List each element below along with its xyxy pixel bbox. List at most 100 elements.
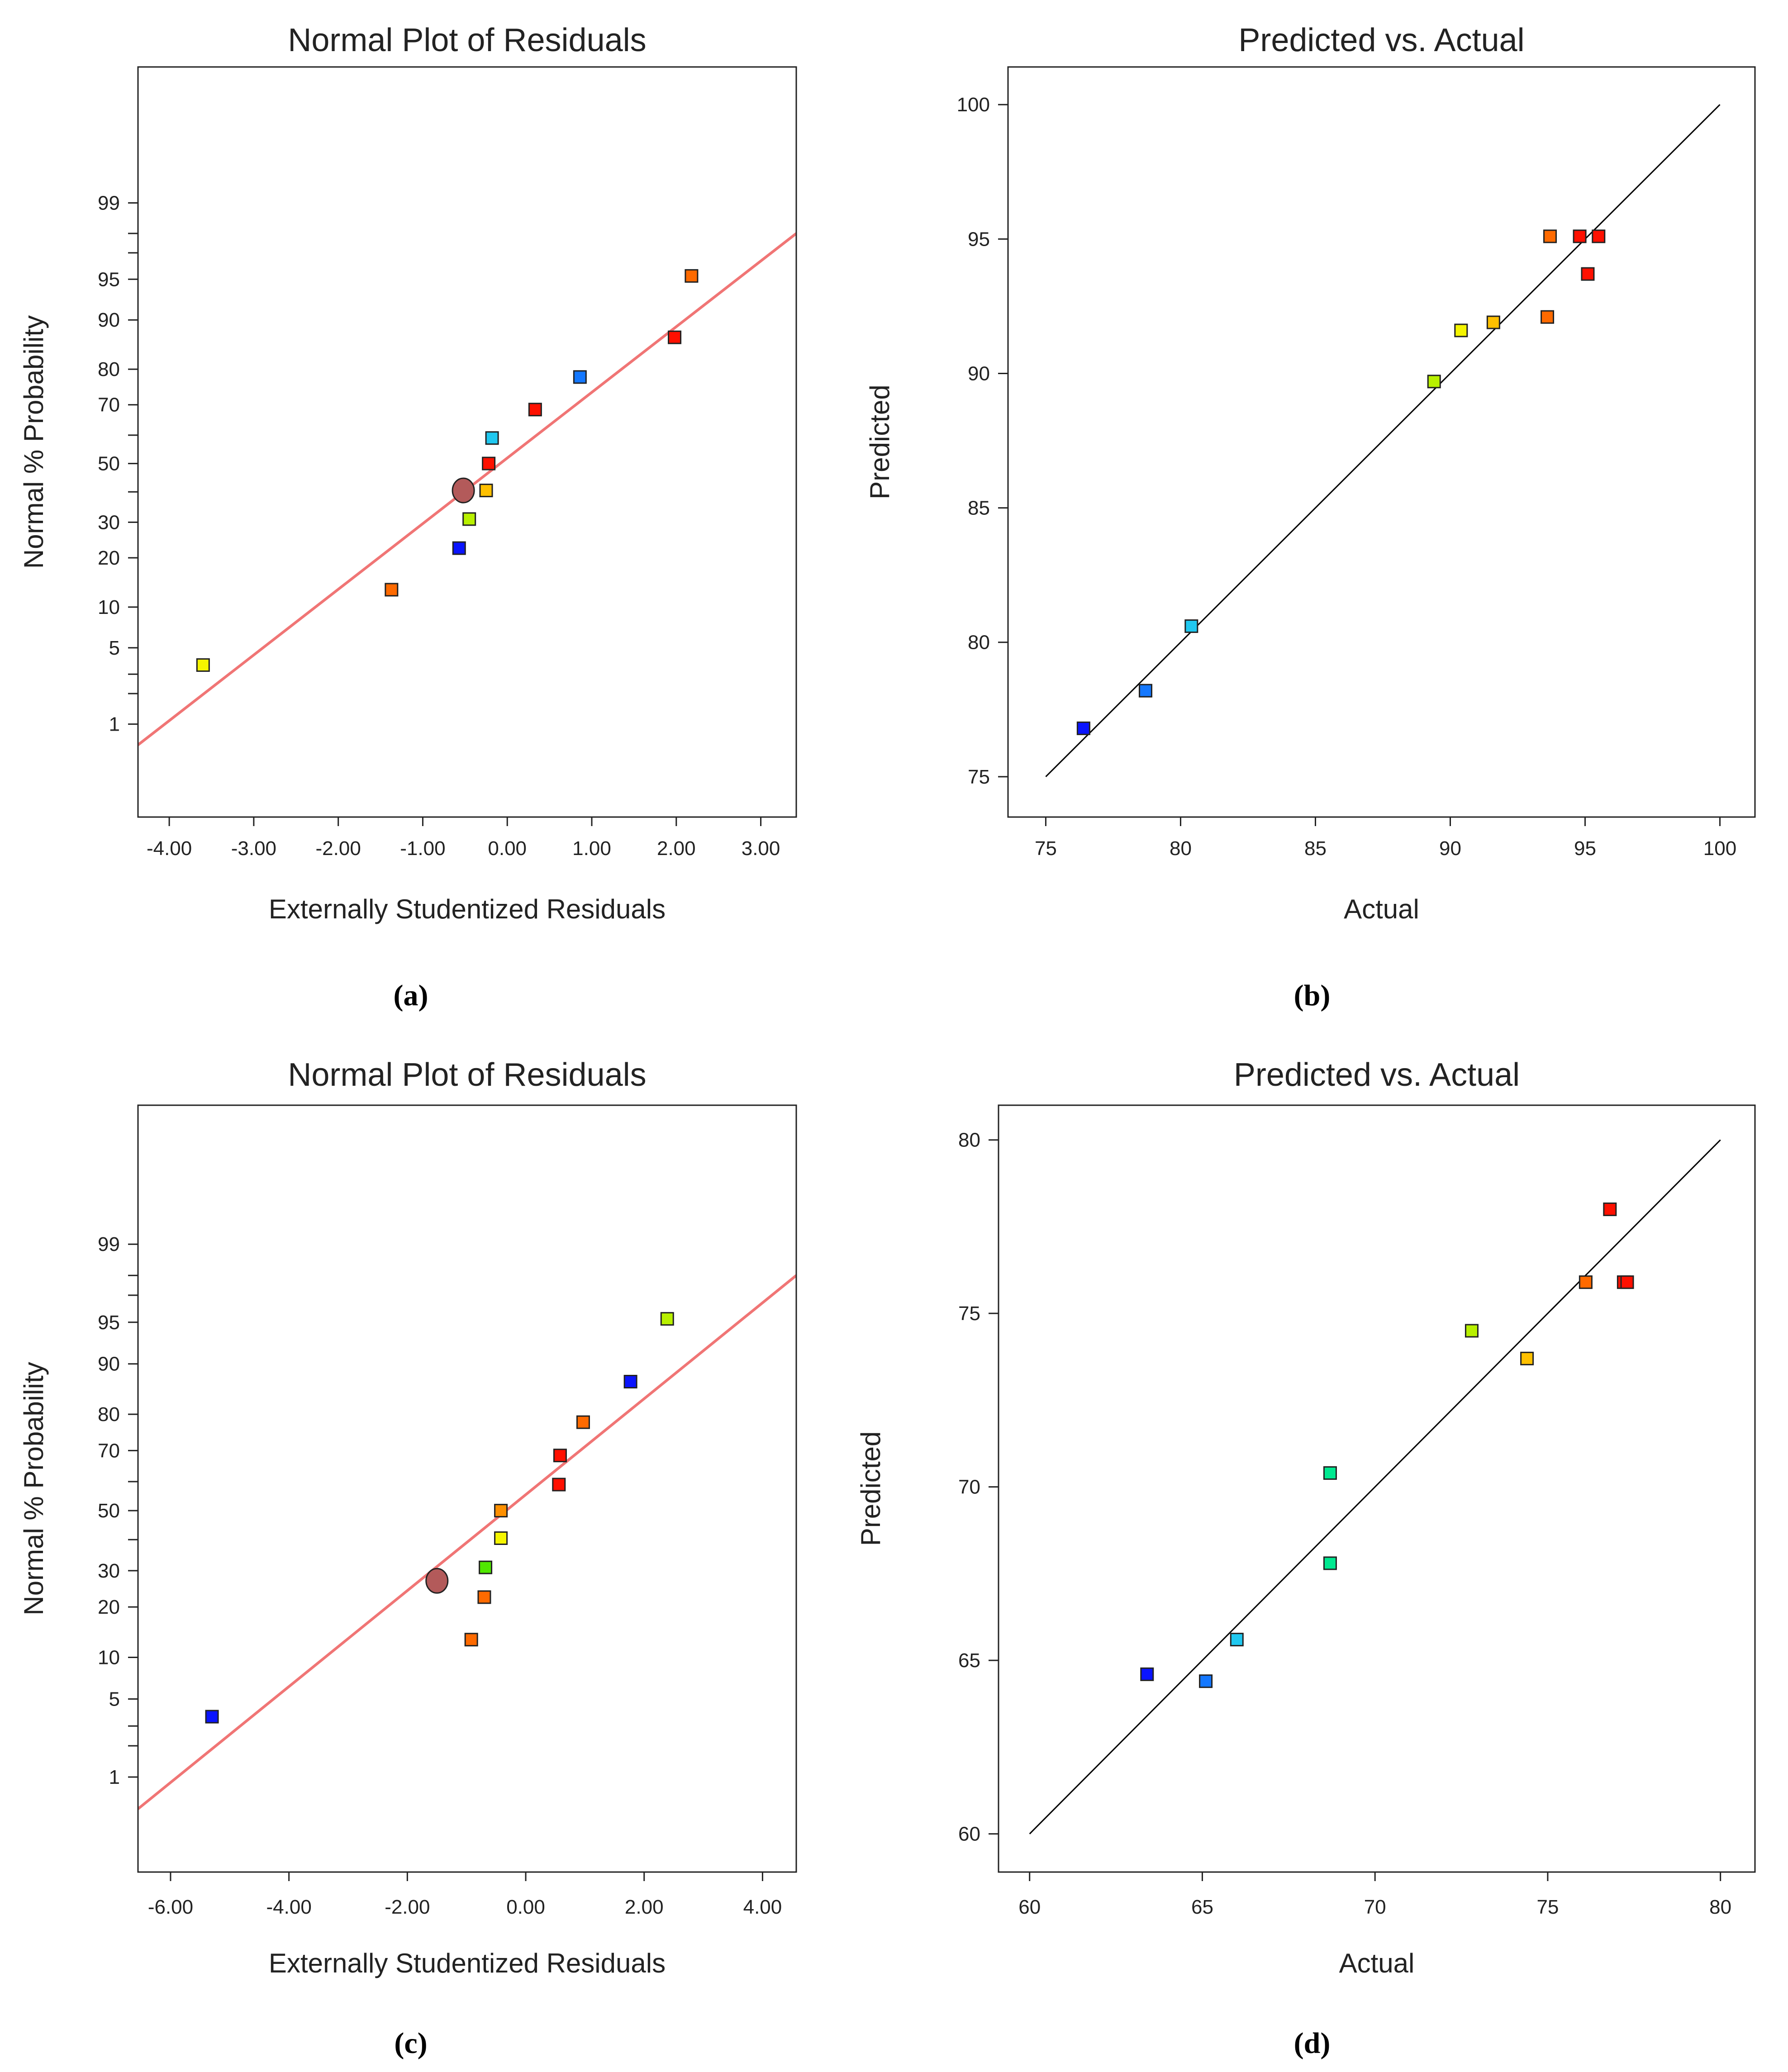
plot-frame	[1007, 66, 1756, 818]
data-point	[1543, 229, 1557, 243]
x-tick-label: 70	[1364, 1896, 1386, 1918]
x-tick-label: 80	[1170, 837, 1192, 860]
y-tick-label: 80	[98, 1403, 120, 1426]
x-tick-label: -2.00	[385, 1896, 430, 1918]
chart-panel-2: Predicted vs. Actual Actual Predicted (b) 75…	[865, 22, 1756, 1012]
data-point	[1465, 1324, 1479, 1338]
data-point	[552, 1478, 566, 1492]
data-point	[1486, 315, 1500, 329]
data-point	[1454, 323, 1468, 337]
x-tick-label: 2.00	[625, 1896, 664, 1918]
x-axis-label: Externally Studentized Residuals	[269, 894, 666, 924]
data-point	[1199, 1674, 1213, 1688]
y-tick-label: 20	[98, 1596, 120, 1618]
data-point	[1230, 1633, 1244, 1647]
data-point	[1184, 619, 1198, 633]
y-tick-label: 10	[98, 596, 120, 618]
data-point	[685, 269, 699, 283]
y-tick-label: 90	[98, 309, 120, 331]
y-tick-label: 50	[98, 453, 120, 475]
x-tick-label: -1.00	[400, 837, 445, 860]
data-point	[464, 1633, 478, 1647]
x-tick-label: 65	[1191, 1896, 1213, 1918]
data-point	[479, 484, 493, 498]
x-tick-label: 100	[1703, 837, 1736, 860]
highlight-point	[425, 1568, 449, 1594]
y-tick-label: 1	[109, 713, 120, 736]
y-tick-label: 80	[98, 358, 120, 380]
plot-frame	[137, 66, 797, 818]
x-tick-label: 1.00	[572, 837, 611, 860]
data-point	[1140, 1667, 1154, 1681]
data-point	[477, 1590, 491, 1604]
reference-line	[1029, 1139, 1721, 1834]
y-tick-label: 30	[98, 511, 120, 533]
data-point	[1592, 229, 1606, 243]
y-tick-label: 99	[98, 1233, 120, 1255]
data-point	[623, 1374, 637, 1388]
panel-caption: (d)	[1294, 2027, 1331, 2060]
data-point	[576, 1415, 590, 1429]
data-point	[1076, 721, 1090, 735]
chart-panel-4: Predicted vs. Actual Actual Predicted (d) 60…	[856, 1057, 1756, 2060]
x-tick-label: 0.00	[506, 1896, 545, 1918]
x-tick-label: 90	[1439, 837, 1461, 860]
data-point	[1323, 1556, 1337, 1570]
reference-line	[138, 1274, 796, 1810]
data-point	[452, 541, 466, 555]
y-tick-label: 5	[109, 637, 120, 659]
reference-line	[1045, 104, 1721, 777]
panel-caption: (c)	[394, 2027, 427, 2060]
data-point	[1323, 1466, 1337, 1480]
y-tick-label: 99	[98, 192, 120, 214]
data-point	[205, 1710, 219, 1724]
y-tick-label: 95	[98, 1312, 120, 1334]
chart-title: Predicted vs. Actual	[1238, 22, 1524, 58]
data-point	[494, 1531, 508, 1545]
y-tick-label: 100	[957, 94, 990, 116]
data-point	[494, 1504, 508, 1518]
y-tick-label: 70	[958, 1476, 980, 1498]
data-point	[482, 456, 496, 470]
data-point	[485, 431, 499, 445]
chart-title: Normal Plot of Residuals	[288, 1057, 646, 1093]
x-tick-label: -2.00	[316, 837, 361, 860]
y-axis-label: Normal % Probability	[19, 1362, 49, 1615]
chart-panel-1: Normal Plot of Residuals Externally Stude…	[19, 22, 797, 1012]
plot-frame	[998, 1104, 1756, 1873]
y-axis-label: Predicted	[856, 1431, 886, 1546]
y-tick-label: 90	[968, 362, 990, 385]
y-tick-label: 10	[98, 1647, 120, 1669]
x-tick-label: 60	[1018, 1896, 1041, 1918]
y-tick-label: 65	[958, 1649, 980, 1672]
data-point	[479, 1560, 493, 1574]
y-axis-label: Predicted	[865, 385, 895, 499]
y-tick-label: 5	[109, 1688, 120, 1710]
x-tick-label: 75	[1035, 837, 1057, 860]
x-tick-label: 95	[1574, 837, 1596, 860]
data-point	[1581, 267, 1595, 281]
y-tick-label: 80	[958, 1129, 980, 1151]
y-tick-label: 70	[98, 394, 120, 416]
x-axis-label: Externally Studentized Residuals	[269, 1948, 666, 1978]
data-point	[385, 583, 399, 597]
chart-panel-3: Normal Plot of Residuals Externally Stude…	[19, 1057, 797, 2060]
chart-title: Normal Plot of Residuals	[288, 22, 646, 58]
plot-frame	[137, 1104, 797, 1873]
y-tick-label: 95	[98, 268, 120, 290]
x-tick-label: 0.00	[488, 837, 527, 860]
data-point	[1520, 1351, 1534, 1365]
y-tick-label: 75	[958, 1302, 980, 1325]
x-tick-label: -4.00	[266, 1896, 312, 1918]
data-point	[1603, 1202, 1617, 1217]
data-point	[553, 1449, 567, 1463]
y-tick-label: 30	[98, 1560, 120, 1582]
x-tick-label: 4.00	[743, 1896, 782, 1918]
x-tick-label: 80	[1709, 1896, 1731, 1918]
data-point	[573, 370, 587, 384]
x-tick-label: 85	[1304, 837, 1327, 860]
x-tick-label: -4.00	[147, 837, 192, 860]
y-tick-label: 75	[968, 766, 990, 788]
x-tick-label: -3.00	[231, 837, 276, 860]
